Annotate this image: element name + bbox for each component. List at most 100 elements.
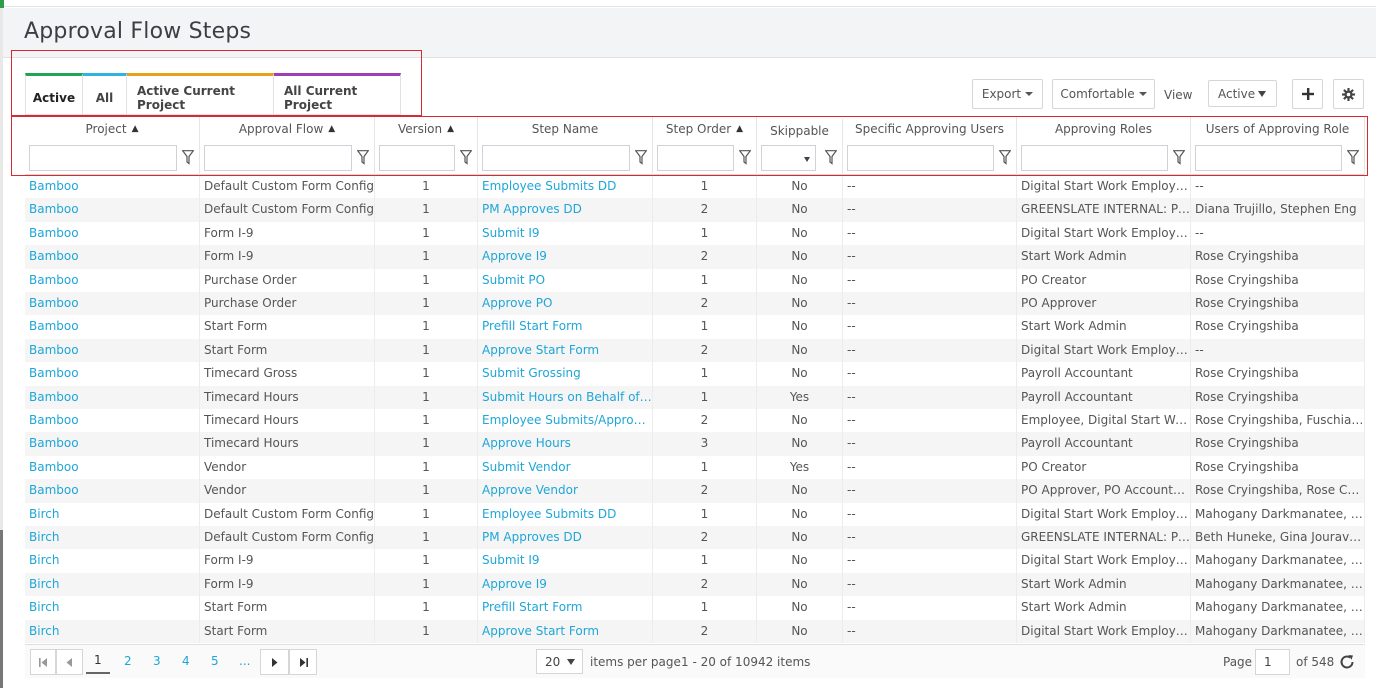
page-number[interactable]: 4 <box>182 654 190 668</box>
cell-project[interactable]: Bamboo <box>25 338 200 363</box>
cell-project[interactable]: Birch <box>25 619 200 643</box>
filter-input-approval-flow[interactable] <box>204 145 352 171</box>
table-row[interactable]: Bamboo Default Custom Form Config 1 PM Appr… <box>25 198 1365 222</box>
column-header-approval-flow[interactable]: Approval Flow ▲ <box>200 117 375 141</box>
cell-step-name[interactable]: Approve Hours <box>478 432 653 456</box>
cell-project[interactable]: Birch <box>25 572 200 597</box>
cell-step-name[interactable]: Approve Start Form <box>478 619 653 643</box>
cell-project[interactable]: Bamboo <box>25 175 200 199</box>
table-row[interactable]: Bamboo Purchase Order 1 Submit PO 1 No -- PO Cr… <box>25 268 1365 292</box>
cell-step-name[interactable]: Approve Start Form <box>478 338 653 363</box>
filter-input-users-of-approving-role[interactable] <box>1195 145 1342 171</box>
cell-project[interactable]: Birch <box>25 549 200 573</box>
cell-step-name[interactable]: Submit Vendor <box>478 455 653 480</box>
filter-icon[interactable] <box>356 148 370 166</box>
cell-step-name[interactable]: Approve Vendor <box>478 479 653 503</box>
cell-project[interactable]: Bamboo <box>25 315 200 339</box>
cell-project[interactable]: Bamboo <box>25 268 200 292</box>
column-header-project[interactable]: Project ▲ <box>25 117 200 141</box>
column-header-step-name[interactable]: Step Name <box>478 117 653 141</box>
cell-step-name[interactable]: Approve I9 <box>478 572 653 597</box>
column-header-step-order[interactable]: Step Order ▲ <box>653 117 757 141</box>
cell-step-name[interactable]: Employee Submits DD <box>478 175 653 199</box>
filter-icon[interactable] <box>998 148 1012 166</box>
cell-project[interactable]: Bamboo <box>25 409 200 433</box>
filter-icon[interactable] <box>738 148 752 166</box>
table-row[interactable]: Bamboo Vendor 1 Approve Vendor 2 No -- PO Appro… <box>25 479 1365 503</box>
cell-step-name[interactable]: Approve PO <box>478 292 653 316</box>
first-page-button[interactable] <box>30 649 56 675</box>
density-button[interactable]: Comfortable <box>1052 79 1155 109</box>
cell-project[interactable]: Bamboo <box>25 245 200 269</box>
cell-project[interactable]: Birch <box>25 596 200 620</box>
table-row[interactable]: Birch Start Form 1 Prefill Start Form 1 No -- S… <box>25 596 1365 620</box>
column-header-version[interactable]: Version ▲ <box>375 117 478 141</box>
cell-project[interactable]: Bamboo <box>25 198 200 222</box>
page-number[interactable]: 3 <box>153 654 161 668</box>
table-row[interactable]: Bamboo Timecard Gross 1 Submit Grossing 1 No -… <box>25 362 1365 386</box>
column-header-specific-approving-users[interactable]: Specific Approving Users <box>843 117 1017 141</box>
table-row[interactable]: Bamboo Timecard Hours 1 Approve Hours 3 No -- P… <box>25 432 1365 456</box>
view-select[interactable]: Active <box>1208 80 1277 107</box>
cell-step-name[interactable]: Submit Hours on Behalf of E... <box>478 385 653 409</box>
cell-project[interactable]: Birch <box>25 526 200 550</box>
page-number[interactable]: 2 <box>124 654 132 668</box>
page-number[interactable]: 5 <box>211 654 219 668</box>
filter-icon[interactable] <box>1172 148 1186 166</box>
cell-project[interactable]: Bamboo <box>25 221 200 246</box>
filter-input-specific-approving-users[interactable] <box>847 145 994 171</box>
cell-project[interactable]: Birch <box>25 502 200 526</box>
cell-step-name[interactable]: Prefill Start Form <box>478 596 653 620</box>
filter-icon[interactable] <box>459 148 473 166</box>
cell-step-name[interactable]: Employee Submits DD <box>478 502 653 526</box>
cell-step-name[interactable]: Submit I9 <box>478 221 653 246</box>
page-number-current[interactable]: 1 <box>86 653 110 674</box>
table-row[interactable]: Bamboo Form I-9 1 Approve I9 2 No -- Start Work… <box>25 245 1365 269</box>
tab-all-current-project[interactable]: All Current Project <box>274 73 401 115</box>
cell-project[interactable]: Bamboo <box>25 432 200 456</box>
cell-step-name[interactable]: PM Approves DD <box>478 526 653 550</box>
cell-project[interactable]: Bamboo <box>25 362 200 386</box>
filter-input-version[interactable] <box>379 145 455 171</box>
filter-icon[interactable] <box>634 148 648 166</box>
table-row[interactable]: Bamboo Form I-9 1 Submit I9 1 No -- Digital Sta… <box>25 221 1365 246</box>
filter-input-step-name[interactable] <box>482 145 630 171</box>
filter-input-approving-roles[interactable] <box>1021 145 1168 171</box>
table-row[interactable]: Birch Start Form 1 Approve Start Form 2 No -- D… <box>25 619 1365 643</box>
page-input[interactable]: 1 <box>1255 649 1290 675</box>
table-row[interactable]: Birch Default Custom Form Config 1 PM Appro… <box>25 526 1365 550</box>
table-row[interactable]: Bamboo Start Form 1 Approve Start Form 2 No --… <box>25 338 1365 363</box>
table-row[interactable]: Bamboo Default Custom Form Config 1 Employe… <box>25 175 1365 199</box>
filter-icon[interactable] <box>1346 148 1360 166</box>
cell-step-name[interactable]: Approve I9 <box>478 245 653 269</box>
settings-button[interactable] <box>1333 79 1364 109</box>
cell-step-name[interactable]: Prefill Start Form <box>478 315 653 339</box>
filter-input-step-order[interactable] <box>657 145 734 171</box>
table-row[interactable]: Bamboo Timecard Hours 1 Submit Hours on Beh… <box>25 385 1365 409</box>
column-header-skippable[interactable]: Skippable <box>757 119 843 143</box>
cell-step-name[interactable]: Employee Submits/Approves... <box>478 409 653 433</box>
table-row[interactable]: Birch Default Custom Form Config 1 Employee… <box>25 502 1365 526</box>
column-header-users-of-approving-role[interactable]: Users of Approving Role <box>1191 117 1365 141</box>
table-row[interactable]: Birch Form I-9 1 Approve I9 2 No -- Start Work … <box>25 572 1365 597</box>
tab-all[interactable]: All <box>83 73 127 115</box>
column-header-approving-roles[interactable]: Approving Roles <box>1017 117 1191 141</box>
tab-active[interactable]: Active <box>25 73 83 115</box>
left-scrollbar[interactable] <box>0 530 3 688</box>
table-row[interactable]: Bamboo Vendor 1 Submit Vendor 1 Yes -- PO Creat… <box>25 455 1365 480</box>
table-row[interactable]: Bamboo Purchase Order 1 Approve PO 2 No -- PO A… <box>25 292 1365 316</box>
table-row[interactable]: Bamboo Timecard Hours 1 Employee Submits/Ap… <box>25 409 1365 433</box>
cell-project[interactable]: Bamboo <box>25 292 200 316</box>
filter-input-skippable[interactable] <box>761 145 816 171</box>
cell-step-name[interactable]: Submit PO <box>478 268 653 292</box>
cell-project[interactable]: Bamboo <box>25 455 200 480</box>
cell-step-name[interactable]: Submit Grossing <box>478 362 653 386</box>
tab-active-current-project[interactable]: Active Current Project <box>127 73 274 115</box>
page-ellipsis[interactable]: ... <box>239 654 251 668</box>
filter-input-project[interactable] <box>29 145 177 171</box>
next-page-button[interactable] <box>260 649 289 675</box>
filter-icon[interactable] <box>181 148 195 166</box>
last-page-button[interactable] <box>289 649 317 675</box>
cell-project[interactable]: Bamboo <box>25 479 200 503</box>
refresh-button[interactable] <box>1339 654 1356 671</box>
